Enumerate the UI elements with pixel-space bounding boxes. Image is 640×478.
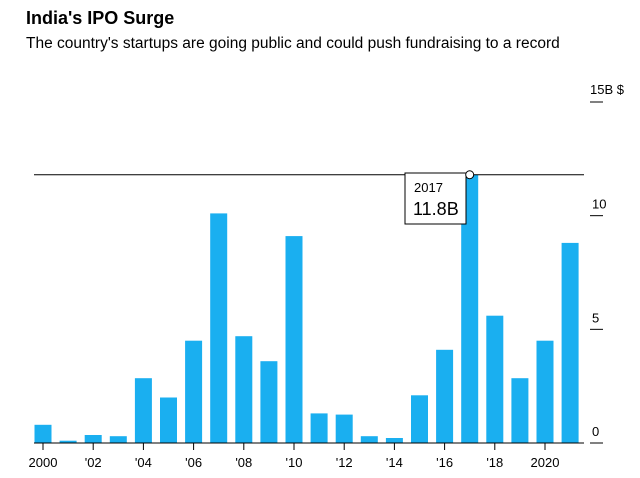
x-tick-label-2006: '06 bbox=[185, 455, 202, 470]
bar-2005 bbox=[160, 397, 177, 443]
bar-2010 bbox=[285, 236, 303, 443]
bar-2000 bbox=[34, 424, 52, 443]
annotation-marker bbox=[465, 170, 475, 180]
y-tick-label-5: 5 bbox=[592, 310, 599, 325]
annotation-year: 2017 bbox=[414, 180, 443, 195]
x-tick-label-2016: '16 bbox=[436, 455, 453, 470]
x-tick-label-2018: '18 bbox=[486, 455, 503, 470]
bar-2017 bbox=[461, 174, 479, 443]
x-tick-label-2014: '14 bbox=[386, 455, 403, 470]
bar-2008 bbox=[235, 336, 253, 443]
bar-2018 bbox=[486, 315, 504, 443]
y-tick-label-0: 0 bbox=[592, 424, 599, 439]
x-tick-label-2004: '04 bbox=[135, 455, 152, 470]
bar-2019 bbox=[511, 378, 529, 443]
bar-2014 bbox=[385, 438, 403, 443]
bar-2001 bbox=[59, 440, 77, 443]
x-tick-label-2020: 2020 bbox=[531, 455, 560, 470]
chart-subtitle: The country's startups are going public … bbox=[26, 35, 560, 52]
bar-2016 bbox=[436, 349, 454, 443]
x-tick-label-2002: '02 bbox=[85, 455, 102, 470]
bar-2002 bbox=[84, 435, 102, 443]
x-tick-label-2008: '08 bbox=[235, 455, 252, 470]
x-tick-label-2012: '12 bbox=[336, 455, 353, 470]
bar-2011 bbox=[310, 413, 328, 443]
bar-2007 bbox=[210, 213, 228, 443]
x-tick-label-2010: '10 bbox=[286, 455, 303, 470]
y-tick-label-10: 10 bbox=[592, 197, 606, 212]
bar-2012 bbox=[335, 414, 353, 443]
annotation-value: 11.8B bbox=[413, 199, 459, 219]
bar-2015 bbox=[411, 395, 428, 443]
annotation-box bbox=[404, 172, 467, 225]
bar-2006 bbox=[185, 340, 203, 443]
bar-2013 bbox=[360, 436, 378, 443]
bar-2020 bbox=[536, 340, 554, 443]
x-tick-label-2000: 2000 bbox=[29, 455, 58, 470]
y-axis-unit-label: 15B $ bbox=[590, 82, 625, 97]
bar-2009 bbox=[260, 361, 278, 443]
bar-2021 bbox=[561, 242, 579, 443]
bar-2004 bbox=[134, 378, 152, 443]
bar-2003 bbox=[109, 436, 127, 443]
chart-title: India's IPO Surge bbox=[26, 8, 175, 28]
